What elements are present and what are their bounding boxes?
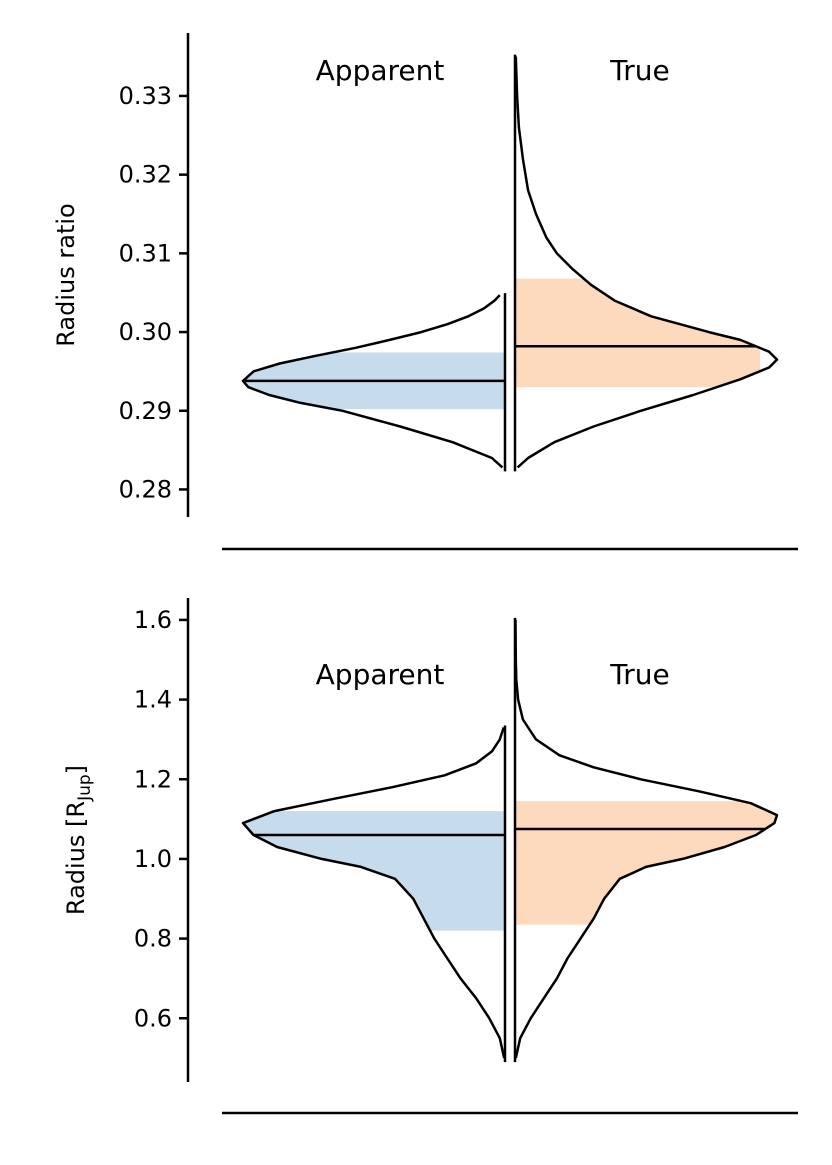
radius-ratio-panel: 0.28 0.29 0.30 0.31 0.32 0.33 Radius ratio Ap… — [52, 33, 798, 551]
violin-outline-true — [514, 56, 779, 469]
y-axis-label-text: Radius [R — [62, 801, 90, 915]
band-mask-true — [583, 277, 777, 389]
y-tick-label: 1.0 — [134, 845, 172, 873]
median-lines — [243, 344, 756, 383]
y-tick-label: 1.6 — [134, 606, 172, 634]
violin-outline-true — [514, 619, 779, 1059]
series-label-true: True — [609, 658, 669, 691]
y-axis-label: Radius [RJup] — [62, 765, 95, 915]
violin-outline-apparent — [241, 727, 506, 1059]
y-tick-label: 0.32 — [119, 161, 172, 189]
y-axis-label-subscript: Jup — [75, 774, 95, 802]
y-tick-label: 0.29 — [119, 397, 172, 425]
y-ticks: 0.28 0.29 0.30 0.31 0.32 0.33 — [119, 82, 188, 503]
band-mask-apparent — [243, 810, 431, 932]
y-axis-label-text: Radius ratio — [52, 203, 80, 346]
violin-outlines — [241, 617, 779, 1063]
radius-panel: 0.6 0.8 1.0 1.2 1.4 1.6 Radius [RJup] Apparen… — [62, 598, 798, 1115]
interval-fills — [243, 800, 777, 932]
median-lines — [253, 827, 766, 837]
y-tick-label: 0.33 — [119, 82, 172, 110]
series-label-apparent: Apparent — [316, 54, 445, 87]
y-tick-label: 0.31 — [119, 239, 172, 267]
y-tick-label: 1.2 — [134, 765, 172, 793]
interval-fills — [243, 277, 777, 411]
y-axis-label: Radius ratio — [52, 203, 80, 346]
series-label-true: True — [609, 54, 669, 87]
series-label-apparent: Apparent — [316, 658, 445, 691]
y-tick-label: 0.30 — [119, 318, 172, 346]
y-tick-label: 0.6 — [134, 1004, 172, 1032]
band-mask-true — [589, 800, 777, 926]
y-tick-label: 0.8 — [134, 925, 172, 953]
violin-outline-apparent — [241, 294, 504, 469]
violin-outlines — [241, 54, 779, 472]
y-tick-label: 1.4 — [134, 686, 172, 714]
band-mask-apparent — [243, 351, 335, 411]
y-ticks: 0.6 0.8 1.0 1.2 1.4 1.6 — [134, 606, 188, 1032]
y-tick-label: 0.28 — [119, 475, 172, 503]
y-axis-label-close: ] — [62, 765, 90, 774]
